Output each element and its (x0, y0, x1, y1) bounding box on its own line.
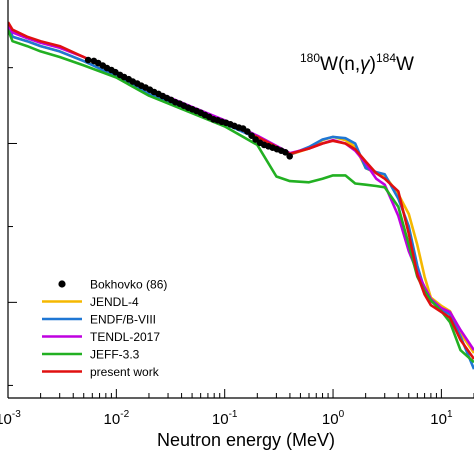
reaction-particle: γ (360, 54, 371, 75)
legend-label: ENDF/B-VIII (90, 313, 156, 327)
x-tick-exponent: -3 (12, 409, 21, 420)
x-tick-exponent: -2 (120, 409, 129, 420)
legend-label: JEFF-3.3 (90, 348, 140, 362)
ticks-layer (7, 67, 474, 398)
series-layer (8, 21, 474, 370)
series-line-present-work (8, 21, 474, 360)
reaction-close: ) (370, 54, 376, 75)
legend-label: JENDL-4 (90, 295, 139, 309)
legend-label: present work (90, 365, 160, 379)
data-point (286, 153, 294, 160)
data-point (244, 128, 251, 135)
reaction-target: W(n, (320, 54, 360, 75)
x-tick-exponent: 1 (447, 409, 453, 420)
legend-marker (58, 280, 66, 288)
x-tick-label: 10-1 (212, 409, 238, 428)
series-line-jeff-3-3 (8, 29, 474, 364)
x-tick-exponent: 0 (339, 409, 345, 420)
legend-item: Bokhovko (86) (58, 278, 167, 292)
x-tick-base: 10 (430, 411, 447, 428)
x-tick-base: 10 (0, 411, 12, 428)
legend-item: JENDL-4 (42, 295, 139, 309)
x-tick-label: 10-3 (0, 409, 21, 428)
data-point (282, 149, 289, 156)
reaction-product: W (396, 54, 414, 75)
x-axis-title: Neutron energy (MeV) (157, 430, 335, 450)
reaction-annotation: 180W(n,γ)184W (300, 51, 414, 75)
legend-item: JEFF-3.3 (42, 348, 140, 362)
x-tick-label: 100 (322, 409, 345, 428)
legend-label: TENDL-2017 (90, 330, 160, 344)
x-tick-label: 101 (430, 409, 453, 428)
data-point (84, 56, 92, 64)
legend-item: TENDL-2017 (42, 330, 160, 344)
x-tick-exponent: -1 (229, 409, 238, 420)
x-tick-label: 10-2 (104, 409, 130, 428)
reaction-product-mass: 184 (376, 51, 396, 65)
x-tick-base: 10 (322, 411, 339, 428)
legend-label: Bokhovko (86) (90, 278, 167, 292)
legend-item: ENDF/B-VIII (42, 313, 156, 327)
reaction-target-mass: 180 (300, 51, 320, 65)
x-tick-base: 10 (212, 411, 229, 428)
legend-item: present work (42, 365, 160, 379)
legend: Bokhovko (86) JENDL-4 ENDF/B-VIII TENDL-201… (42, 278, 167, 379)
series-line-endf-b-viii (8, 24, 474, 370)
x-tick-base: 10 (104, 411, 121, 428)
